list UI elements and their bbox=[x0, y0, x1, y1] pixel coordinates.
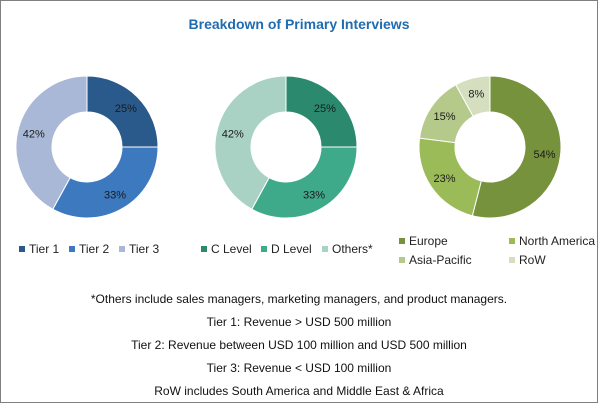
legend-label-d-level: D Level bbox=[271, 242, 312, 256]
legend-label-tier-1: Tier 1 bbox=[29, 242, 60, 256]
legend-item-tier-3: Tier 3 bbox=[119, 242, 159, 256]
legend-item-asia-pacific: Asia-Pacific bbox=[399, 253, 472, 267]
legend-swatch-others bbox=[322, 245, 328, 252]
data-label-tier-3: 42% bbox=[23, 128, 45, 140]
legend-item-europe: Europe bbox=[399, 234, 448, 248]
legend-label-others: Others* bbox=[332, 242, 373, 256]
data-label-row: 8% bbox=[468, 89, 484, 101]
footnote-tier-3: Tier 3: Revenue < USD 100 million bbox=[206, 361, 392, 375]
legend-swatch-asia-pacific bbox=[399, 256, 405, 263]
legend-label-tier-2: Tier 2 bbox=[79, 242, 110, 256]
legend-item-others: Others* bbox=[322, 242, 373, 256]
data-label-north-america: 23% bbox=[433, 173, 455, 185]
legend-item-north-america: North America bbox=[509, 234, 595, 248]
slice-d-level bbox=[251, 146, 358, 219]
legend-item-c-level: C Level bbox=[201, 242, 252, 256]
legend-swatch-c-level bbox=[201, 245, 207, 252]
footnote-others: *Others include sales managers, marketin… bbox=[90, 292, 508, 306]
footnotes: *Others include sales managers, marketin… bbox=[1, 288, 597, 403]
slice-europe bbox=[471, 75, 562, 219]
legend-label-europe: Europe bbox=[409, 234, 448, 248]
legend-swatch-tier-3 bbox=[119, 245, 125, 252]
legend-item-tier-1: Tier 1 bbox=[19, 242, 59, 256]
data-label-europe: 54% bbox=[534, 149, 556, 161]
legend-swatch-row bbox=[509, 256, 515, 263]
legend-label-north-america: North America bbox=[519, 234, 596, 248]
slice-row bbox=[455, 75, 491, 118]
data-label-d-level: 33% bbox=[303, 189, 325, 201]
slice-tier-3 bbox=[15, 75, 88, 210]
legend-label-c-level: C Level bbox=[211, 242, 252, 256]
legend-swatch-d-level bbox=[261, 245, 267, 252]
legend-item-tier-2: Tier 2 bbox=[69, 242, 109, 256]
footnote-tier-1: Tier 1: Revenue > USD 500 million bbox=[206, 315, 392, 329]
footnote-tier-2: Tier 2: Revenue between USD 100 million … bbox=[131, 338, 467, 352]
donut-charts: 25% 33% 42% 25% 33% 42% 54% 23% 15% 8% bbox=[15, 75, 562, 219]
legend-item-row: RoW bbox=[509, 253, 546, 267]
slice-others bbox=[214, 75, 287, 210]
slice-tier-2 bbox=[52, 146, 159, 219]
legend-swatch-europe bbox=[399, 237, 405, 244]
footnote-row: RoW includes South America and Middle Ea… bbox=[154, 384, 444, 398]
legend-label-row: RoW bbox=[519, 253, 546, 267]
legend-item-d-level: D Level bbox=[261, 242, 312, 256]
data-label-c-level: 25% bbox=[314, 103, 336, 115]
legend-label-asia-pacific: Asia-Pacific bbox=[409, 253, 472, 267]
data-label-tier-2: 33% bbox=[104, 189, 126, 201]
legend-swatch-north-america bbox=[509, 237, 515, 244]
legend-label-tier-3: Tier 3 bbox=[129, 242, 160, 256]
legend-swatch-tier-2 bbox=[69, 245, 75, 252]
data-label-asia-pacific: 15% bbox=[433, 111, 455, 123]
legend-swatch-tier-1 bbox=[19, 245, 25, 252]
data-label-tier-1: 25% bbox=[115, 103, 137, 115]
data-label-others: 42% bbox=[222, 128, 244, 140]
chart-title: Breakdown of Primary Interviews bbox=[188, 16, 410, 32]
